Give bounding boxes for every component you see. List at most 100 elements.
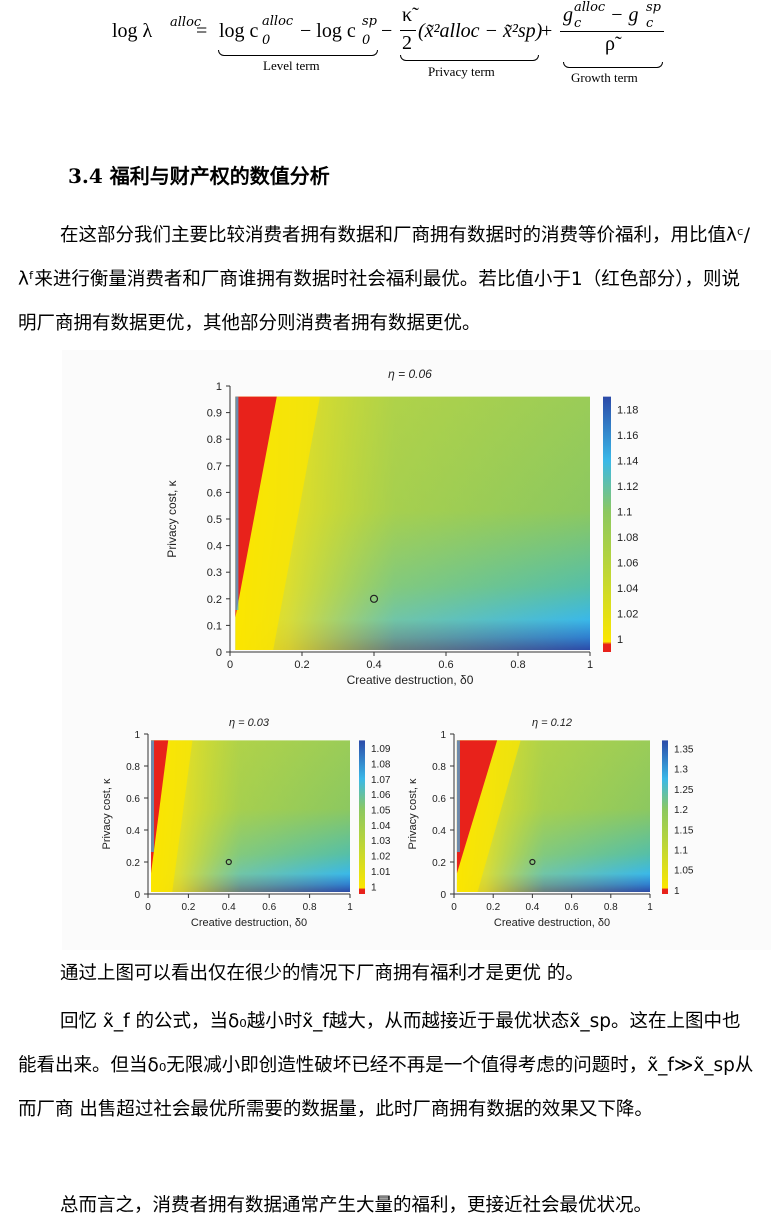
colorbar-tick-label: 1.01 xyxy=(371,867,391,878)
panel-title: η = 0.03 xyxy=(229,717,270,729)
x-tick-label: 1 xyxy=(347,902,353,913)
colorbar-tick-label: 1 xyxy=(617,634,623,646)
growth-fraction-bar xyxy=(560,31,664,32)
colorbar-tick-label: 1.35 xyxy=(674,744,694,755)
x-tick-label: 0.2 xyxy=(181,902,195,913)
colorbar-tick-label: 1.15 xyxy=(674,825,694,836)
formula-two: 2 xyxy=(402,32,412,54)
colorbar-tick-label: 1.03 xyxy=(371,836,391,847)
heatmap-panel-2: 0 0.2 0.4 0.6 0.8 1 0 0.2 0.4 0.6 0.8 1 η = 0.03 Crea… xyxy=(101,717,391,929)
y-tick-label: 0.3 xyxy=(207,567,222,579)
x-tick-label: 0.8 xyxy=(604,902,618,913)
y-tick-label: 0.2 xyxy=(126,858,140,869)
colorbar-tick-label: 1.06 xyxy=(371,790,391,801)
x-tick-label: 0.6 xyxy=(262,902,276,913)
panel-title: η = 0.06 xyxy=(388,367,432,381)
growth-g1: g xyxy=(563,4,573,26)
panel-title: η = 0.12 xyxy=(532,717,572,729)
colorbar-tick-label: 1.08 xyxy=(617,532,638,544)
heatmap-red-region xyxy=(456,740,498,874)
colorbar-tick-label: 1.12 xyxy=(617,481,638,493)
privacy-term-label: Privacy term xyxy=(428,64,495,79)
x-tick-label: 0.4 xyxy=(366,659,381,671)
privacy-brace xyxy=(400,55,539,61)
y-axis-label: Privacy cost, κ xyxy=(101,778,113,849)
formula-term1a: log c xyxy=(219,20,259,42)
growth-brace xyxy=(563,62,663,68)
y-tick-label: 0.8 xyxy=(126,762,140,773)
heatmap-left-edge xyxy=(235,396,239,610)
formula-term1b-sub: 0 xyxy=(362,33,371,48)
x-tick-label: 0.8 xyxy=(510,659,525,671)
x-tick-label: 0.2 xyxy=(486,902,500,913)
formula-plus: + xyxy=(541,20,553,42)
colorbar-tick-label: 1 xyxy=(674,886,680,897)
paragraph-observation: 通过上图可以看出仅在很少的情况下厂商拥有福利才是更优 的。 xyxy=(60,963,584,984)
growth-g1-sub: c xyxy=(574,16,582,31)
heatmap-panel-3: 0 0.2 0.4 0.6 0.8 1 0 0.2 0.4 0.6 0.8 1 η = 0.12 Crea… xyxy=(407,717,694,929)
formula-lhs: log λ xyxy=(112,20,153,42)
y-tick-label: 1 xyxy=(440,730,446,741)
heatmap-red-region xyxy=(151,740,169,874)
y-tick-label: 0.7 xyxy=(207,461,222,473)
baseline-marker xyxy=(225,858,232,866)
y-tick-label: 0.8 xyxy=(432,762,446,773)
y-tick-label: 0.4 xyxy=(207,541,222,553)
heatmap-left-edge xyxy=(151,740,155,852)
colorbar-tick-label: 1.09 xyxy=(371,744,391,755)
colorbar-tick-label: 1.25 xyxy=(674,785,694,796)
colorbar-tick-label: 1.04 xyxy=(371,821,391,832)
heatmap-red-region xyxy=(235,396,277,618)
formula-term1a-sub: 0 xyxy=(262,33,271,48)
colorbar xyxy=(603,396,611,652)
level-term-label: Level term xyxy=(263,58,320,73)
y-tick-label: 0.5 xyxy=(207,514,222,526)
kappa-fraction-bar xyxy=(400,30,416,31)
y-axis-label: Privacy cost, κ xyxy=(165,479,179,557)
heatmap-figure-svg: 0 0.2 0.4 0.6 0.8 1 0 0.1 0.2 0.3 0.4 0.5 0.6 0.7 0.8 0… xyxy=(101,367,694,929)
y-axis-label: Privacy cost, κ xyxy=(407,778,419,849)
formula-term1b-sup: sp xyxy=(362,14,377,29)
x-axis-label: Creative destruction, δ0 xyxy=(191,917,307,929)
colorbar-tick-label: 1.1 xyxy=(617,507,632,519)
colorbar-tick-label: 1.14 xyxy=(617,455,638,467)
colorbar-tick-label: 1.16 xyxy=(617,430,638,442)
colorbar xyxy=(662,740,668,894)
baseline-marker xyxy=(529,858,536,866)
y-tick-label: 0.9 xyxy=(207,408,222,420)
y-tick-label: 1 xyxy=(216,381,222,393)
growth-g2-sup: sp xyxy=(646,0,661,15)
colorbar xyxy=(359,740,365,894)
baseline-marker xyxy=(369,594,379,603)
formula: log λ alloc = log c alloc 0 − log c sp 0… xyxy=(0,0,771,95)
y-tick-label: 0 xyxy=(134,890,140,901)
x-tick-label: 0.6 xyxy=(438,659,453,671)
paragraph-intro: 在这部分我们主要比较消费者拥有数据和厂商拥有数据时的消费等价福利，用比值λᶜ/λ… xyxy=(18,225,751,334)
colorbar-tick-label: 1.02 xyxy=(617,609,638,621)
x-tick-label: 1 xyxy=(647,902,653,913)
y-tick-label: 0.4 xyxy=(432,826,446,837)
x-tick-label: 0 xyxy=(227,659,233,671)
colorbar-tick-label: 1.3 xyxy=(674,765,688,776)
formula-lhs-sup: alloc xyxy=(170,15,202,30)
x-tick-label: 0 xyxy=(451,902,457,913)
growth-rho: ρ̃ xyxy=(605,33,615,55)
x-tick-label: 0 xyxy=(145,902,151,913)
y-tick-label: 0.1 xyxy=(207,620,222,632)
figure-welfare-heatmaps: 0 0.2 0.4 0.6 0.8 1 0 0.1 0.2 0.3 0.4 0.5 0.6 0.7 0.8 0… xyxy=(62,350,771,950)
growth-term-label: Growth term xyxy=(571,70,638,85)
heatmap-left-edge xyxy=(456,740,460,852)
paragraph-conclusion: 总而言之，消费者拥有数据通常产生大量的福利，更接近社会最优状况。 xyxy=(60,1195,653,1216)
y-tick-label: 1 xyxy=(134,730,140,741)
y-tick-label: 0.6 xyxy=(432,794,446,805)
colorbar-tick-label: 1.04 xyxy=(617,583,638,595)
formula-kappa: κ̃ xyxy=(402,4,413,26)
x-tick-label: 0.4 xyxy=(222,902,236,913)
colorbar-tick-label: 1.02 xyxy=(371,852,391,863)
colorbar-tick-label: 1.06 xyxy=(617,558,638,570)
x-tick-label: 0.6 xyxy=(565,902,579,913)
growth-g1-sup: alloc xyxy=(574,0,606,15)
formula-term1b: − log c xyxy=(300,20,356,42)
y-tick-label: 0.8 xyxy=(207,434,222,446)
section-heading: 3.4 福利与财产权的数值分析 xyxy=(68,164,330,188)
